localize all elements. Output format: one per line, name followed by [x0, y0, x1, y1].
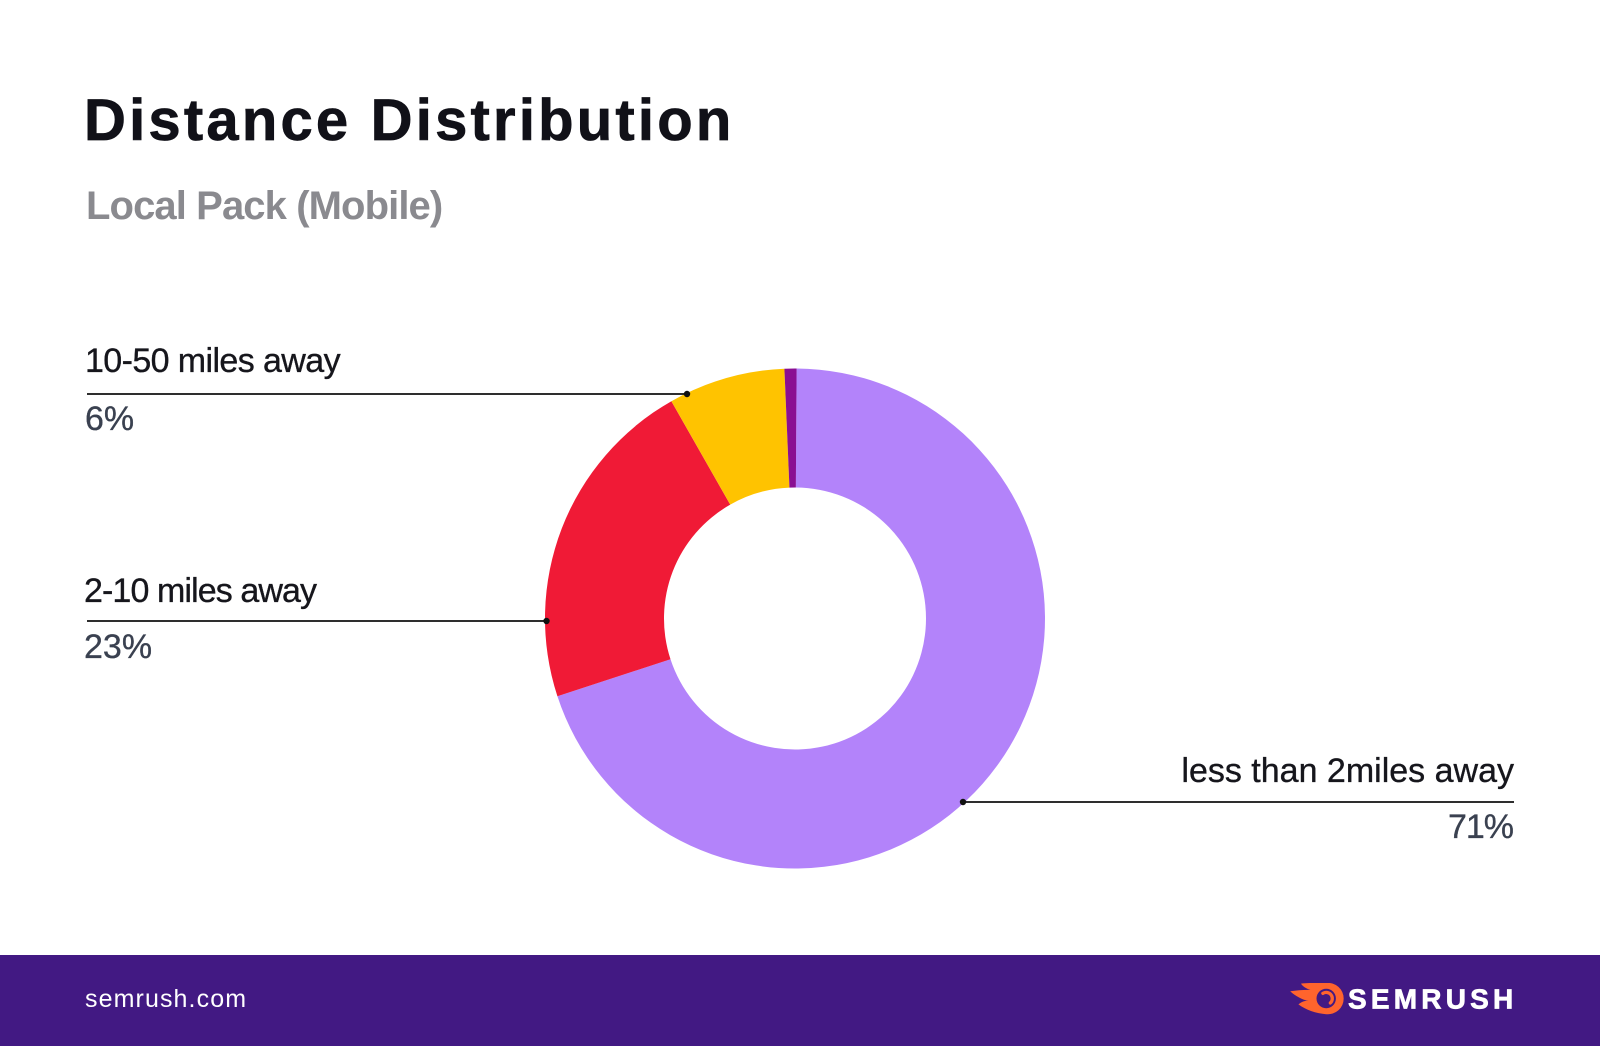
svg-text:SEMRUSH: SEMRUSH — [1348, 984, 1516, 1015]
